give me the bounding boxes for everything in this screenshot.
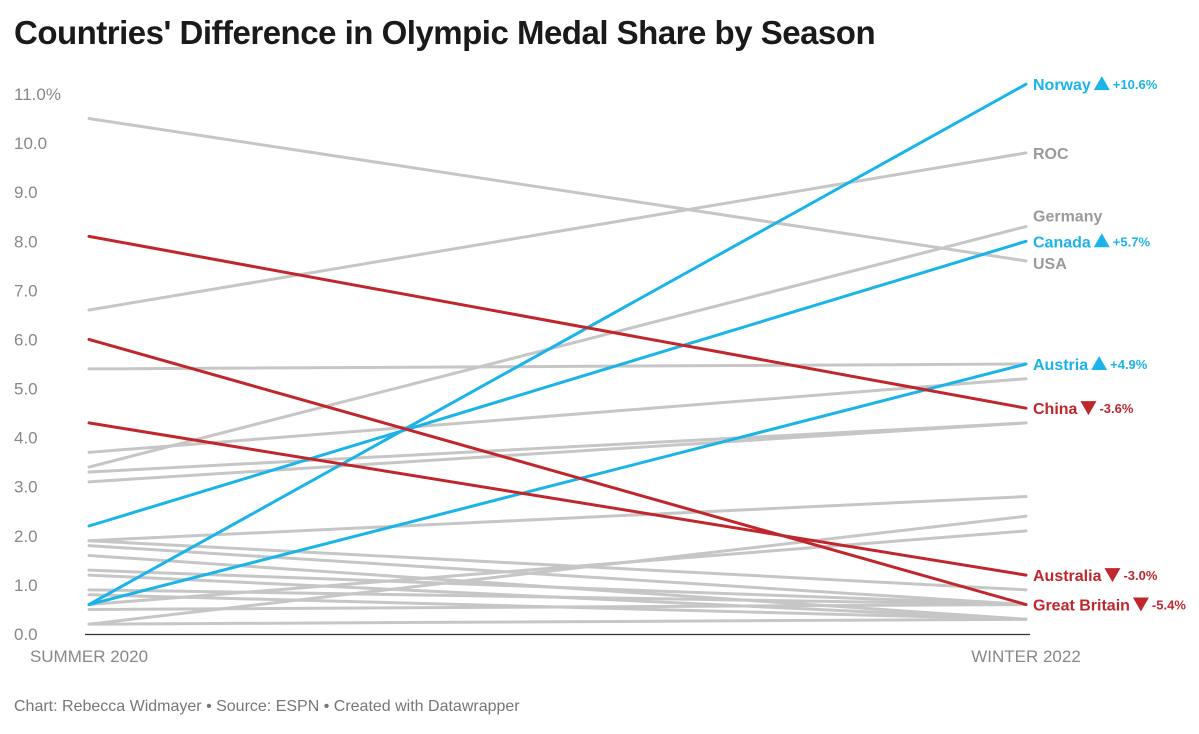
great-britain-line	[87, 337, 1028, 607]
other-country-lines	[87, 117, 1028, 626]
chart-footer: Chart: Rebecca Widmayer • Source: ESPN •…	[14, 698, 520, 715]
country-line	[87, 421, 1028, 484]
australia-line	[87, 421, 1028, 577]
x-tick-label: WINTER 2022	[971, 647, 1081, 666]
roc-line	[87, 151, 1028, 312]
y-tick-label: 6.0	[14, 330, 38, 349]
y-tick-label: 9.0	[14, 183, 38, 202]
canada-line	[87, 239, 1028, 528]
country-line	[87, 617, 1028, 626]
country-line	[87, 377, 1028, 454]
china-label: China	[1033, 401, 1078, 418]
x-axis: SUMMER 2020 WINTER 2022	[30, 633, 1081, 666]
germany-line	[87, 225, 1028, 469]
country-line	[87, 603, 1028, 611]
y-tick-label: 7.0	[14, 281, 38, 300]
austria-line	[87, 362, 1028, 607]
australia-change-label: -3.0%	[1123, 568, 1157, 583]
country-line	[87, 495, 1028, 543]
end-labels: USA ROC Germany Norway +10.6% Canada +5.7% Aust…	[1033, 76, 1186, 615]
norway-label: Norway	[1033, 77, 1091, 94]
highlighted-country-lines	[87, 82, 1028, 607]
country-line	[87, 362, 1028, 371]
country-line	[87, 568, 1028, 607]
y-tick-label: 11.0%	[14, 85, 61, 104]
china-change-label: -3.6%	[1099, 401, 1133, 416]
country-line	[87, 514, 1028, 626]
triangle-down-icon	[1080, 401, 1097, 416]
y-tick-label: 3.0	[14, 478, 38, 497]
canada-change-label: +5.7%	[1113, 234, 1151, 249]
triangle-up-icon	[1093, 233, 1110, 248]
germany-label: Germany	[1033, 209, 1102, 226]
y-tick-label: 0.0	[14, 625, 38, 644]
norway-line	[87, 82, 1028, 607]
x-tick-label: SUMMER 2020	[30, 647, 148, 666]
country-line	[87, 588, 1028, 607]
usa-label: USA	[1033, 256, 1067, 273]
triangle-down-icon	[1132, 597, 1149, 612]
y-tick-label: 10.0	[14, 134, 47, 153]
australia-label: Australia	[1033, 568, 1102, 585]
y-axis: 0.0 1.0 2.0 3.0 4.0 5.0 6.0 7.0 8.0 9.0 10.0 11.0%	[14, 85, 61, 644]
great-britain-label: Great Britain	[1033, 598, 1130, 615]
y-tick-label: 8.0	[14, 232, 38, 251]
y-tick-label: 2.0	[14, 527, 38, 546]
roc-label: ROC	[1033, 146, 1069, 163]
austria-change-label: +4.9%	[1110, 357, 1148, 372]
austria-label: Austria	[1033, 357, 1088, 374]
country-line	[87, 421, 1028, 474]
great-britain-change-label: -5.4%	[1152, 598, 1186, 613]
triangle-down-icon	[1104, 568, 1121, 583]
country-line	[87, 544, 1028, 607]
norway-change-label: +10.6%	[1113, 77, 1158, 92]
chart-title: Countries' Difference in Olympic Medal S…	[14, 14, 876, 51]
triangle-up-icon	[1093, 76, 1110, 91]
y-tick-label: 5.0	[14, 380, 38, 399]
canada-label: Canada	[1033, 234, 1091, 251]
y-tick-label: 4.0	[14, 429, 38, 448]
y-tick-label: 1.0	[14, 576, 38, 595]
usa-line	[87, 117, 1028, 263]
country-line	[87, 539, 1028, 592]
triangle-up-icon	[1091, 356, 1108, 370]
china-line	[87, 234, 1028, 410]
